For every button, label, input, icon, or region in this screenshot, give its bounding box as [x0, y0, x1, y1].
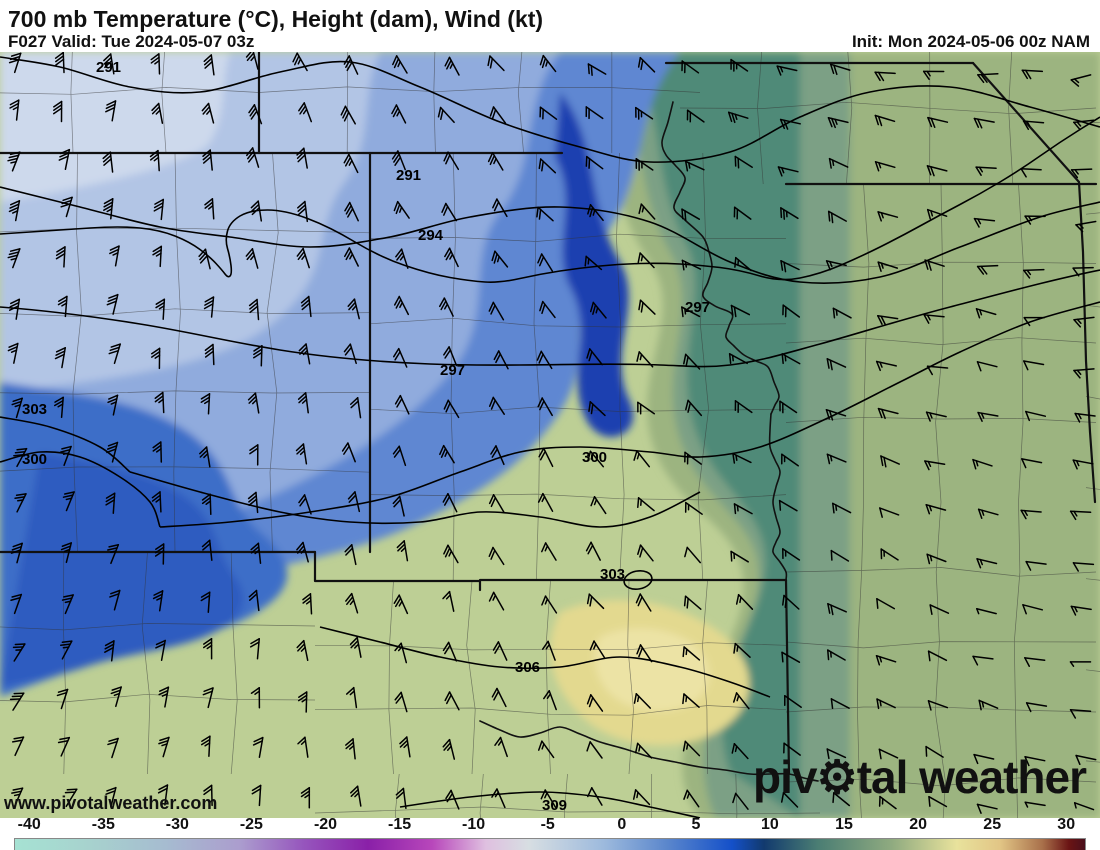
- svg-text:297: 297: [685, 299, 710, 316]
- svg-text:291: 291: [96, 59, 121, 76]
- svg-text:291: 291: [396, 167, 421, 184]
- svg-text:306: 306: [515, 659, 540, 676]
- svg-text:294: 294: [418, 227, 444, 244]
- svg-text:300: 300: [22, 451, 47, 468]
- svg-text:297: 297: [440, 362, 465, 379]
- svg-text:303: 303: [22, 401, 47, 418]
- svg-text:303: 303: [600, 566, 625, 583]
- svg-text:300: 300: [582, 449, 607, 466]
